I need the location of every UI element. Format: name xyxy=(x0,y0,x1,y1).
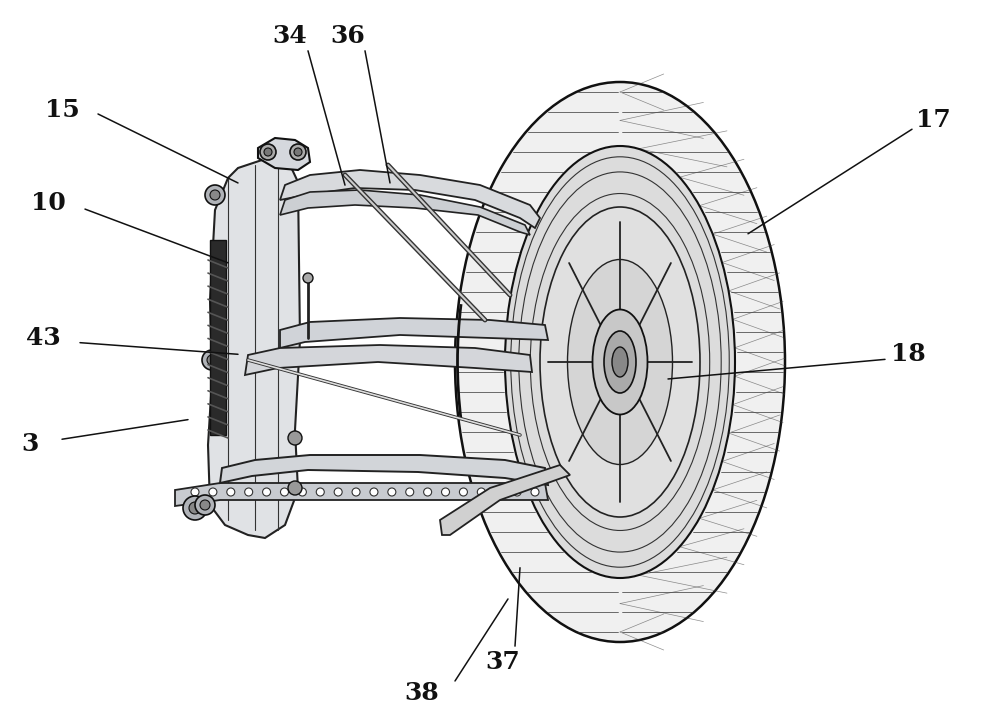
Circle shape xyxy=(205,185,225,205)
Ellipse shape xyxy=(455,82,785,642)
Circle shape xyxy=(263,488,271,496)
Circle shape xyxy=(406,488,414,496)
Text: 36: 36 xyxy=(331,24,365,49)
Polygon shape xyxy=(175,483,548,506)
Bar xyxy=(210,240,226,435)
Ellipse shape xyxy=(592,309,648,415)
Circle shape xyxy=(245,488,253,496)
Circle shape xyxy=(183,496,207,520)
Text: 15: 15 xyxy=(45,98,79,123)
Polygon shape xyxy=(220,455,548,485)
Circle shape xyxy=(264,148,272,156)
Circle shape xyxy=(294,148,302,156)
Circle shape xyxy=(202,350,222,370)
Circle shape xyxy=(207,355,217,365)
Polygon shape xyxy=(280,318,548,348)
Circle shape xyxy=(227,488,235,496)
Circle shape xyxy=(195,495,215,515)
Ellipse shape xyxy=(604,331,636,393)
Circle shape xyxy=(459,488,467,496)
Circle shape xyxy=(531,488,539,496)
Ellipse shape xyxy=(505,146,735,578)
Circle shape xyxy=(370,488,378,496)
Circle shape xyxy=(280,488,288,496)
Text: 34: 34 xyxy=(273,24,307,49)
Circle shape xyxy=(189,502,201,514)
Circle shape xyxy=(424,488,432,496)
Text: 3: 3 xyxy=(21,432,39,457)
Circle shape xyxy=(352,488,360,496)
Text: 43: 43 xyxy=(26,325,60,350)
Circle shape xyxy=(334,488,342,496)
Ellipse shape xyxy=(612,347,628,377)
Text: 18: 18 xyxy=(891,342,925,367)
Text: 10: 10 xyxy=(31,191,65,216)
Circle shape xyxy=(200,500,210,510)
Circle shape xyxy=(209,488,217,496)
Circle shape xyxy=(477,488,485,496)
Polygon shape xyxy=(280,190,530,235)
Circle shape xyxy=(388,488,396,496)
Circle shape xyxy=(288,431,302,445)
Polygon shape xyxy=(245,345,532,375)
Circle shape xyxy=(513,488,521,496)
Ellipse shape xyxy=(540,207,700,517)
Polygon shape xyxy=(280,170,540,228)
Circle shape xyxy=(303,273,313,283)
Circle shape xyxy=(191,488,199,496)
Polygon shape xyxy=(208,158,300,538)
Circle shape xyxy=(316,488,324,496)
Text: 17: 17 xyxy=(916,107,950,132)
Text: 37: 37 xyxy=(486,650,520,674)
Circle shape xyxy=(290,144,306,160)
Circle shape xyxy=(298,488,306,496)
Polygon shape xyxy=(258,138,310,170)
Text: 38: 38 xyxy=(405,681,439,706)
Circle shape xyxy=(288,481,302,495)
Polygon shape xyxy=(440,465,570,535)
Ellipse shape xyxy=(568,259,672,465)
Circle shape xyxy=(210,190,220,200)
Circle shape xyxy=(442,488,450,496)
Circle shape xyxy=(495,488,503,496)
Circle shape xyxy=(260,144,276,160)
